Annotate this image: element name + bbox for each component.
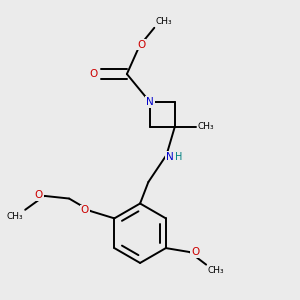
- Text: O: O: [81, 206, 89, 215]
- Text: O: O: [34, 190, 43, 200]
- Text: H: H: [176, 152, 183, 162]
- Text: CH₃: CH₃: [7, 212, 23, 221]
- Text: O: O: [90, 69, 98, 79]
- Text: O: O: [137, 40, 146, 50]
- Text: N: N: [166, 152, 174, 162]
- Text: O: O: [191, 247, 200, 257]
- Text: CH₃: CH₃: [208, 266, 224, 275]
- Text: CH₃: CH₃: [198, 122, 214, 131]
- Text: CH₃: CH₃: [156, 17, 172, 26]
- Text: N: N: [146, 97, 154, 107]
